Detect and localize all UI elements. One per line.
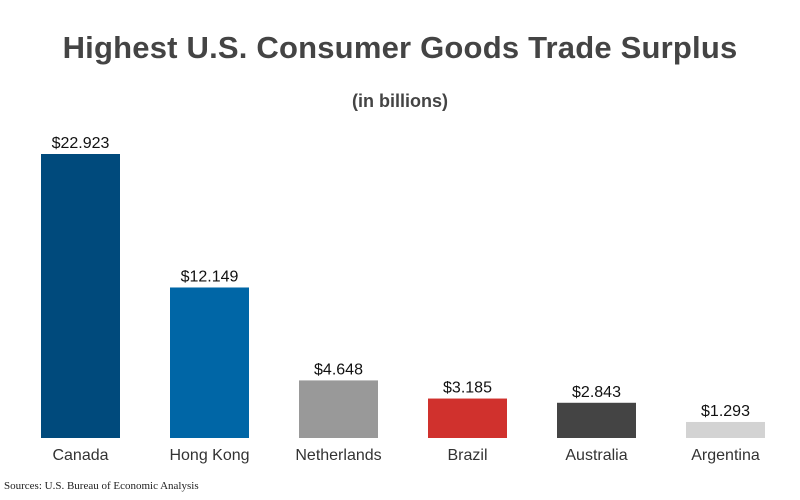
source-note: Sources: U.S. Bureau of Economic Analysi… <box>4 480 199 492</box>
bar-australia <box>557 402 636 438</box>
category-label: Australia <box>565 447 627 464</box>
bar-argentina <box>686 421 765 438</box>
data-label: $3.185 <box>443 380 492 397</box>
bar-brazil <box>428 398 507 438</box>
category-label: Canada <box>52 447 108 464</box>
chart-subtitle: (in billions) <box>352 91 448 111</box>
bar-hong-kong <box>170 287 249 438</box>
data-label: $12.149 <box>181 268 239 285</box>
category-label: Argentina <box>691 447 760 464</box>
chart-title: Highest U.S. Consumer Goods Trade Surplu… <box>62 30 738 65</box>
bar-canada <box>41 154 120 438</box>
data-label: $2.843 <box>572 384 621 401</box>
data-label: $1.293 <box>701 403 750 420</box>
bar-netherlands <box>299 380 378 438</box>
data-label: $22.923 <box>52 135 110 152</box>
category-label: Netherlands <box>295 447 381 464</box>
category-label: Hong Kong <box>169 447 249 464</box>
category-label: Brazil <box>447 447 487 464</box>
data-label: $4.648 <box>314 361 363 378</box>
